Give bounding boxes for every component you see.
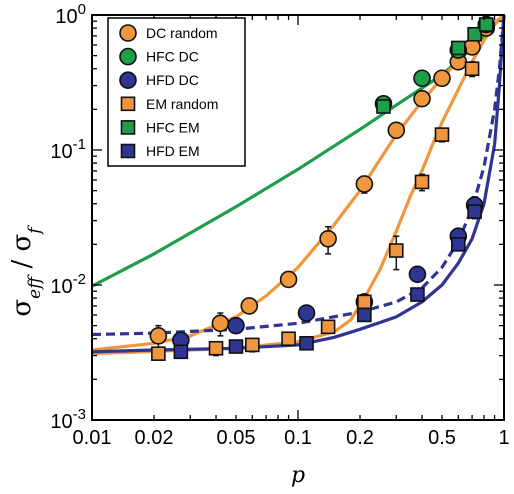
point-hfd-em: [450, 237, 466, 252]
x-tick-label: 0.5: [428, 427, 456, 449]
x-tick-labels: 0.01 0.02 0.05 0.1 0.2 0.5 1: [73, 427, 510, 449]
x-tick-label: 0.01: [73, 427, 112, 449]
x-tick-label: 1: [498, 427, 509, 449]
y-tick-label: 10-1: [50, 136, 86, 163]
point-hfd-em: [357, 307, 372, 323]
y-tick-labels: 100 10-1 10-2 10-3: [50, 1, 86, 433]
y-axis-label-sub-f: f: [25, 225, 45, 236]
point-hfd-em: [299, 335, 314, 351]
point-hfd-dc: [227, 316, 245, 335]
point-hfd-em: [410, 287, 425, 302]
legend-label-hfc-em: HFC EM: [146, 119, 200, 135]
legend-marker-hfc-em: [120, 120, 136, 135]
legend-label-hfd-dc: HFD DC: [146, 72, 199, 88]
legend: DC random HFC DC HFD DC EM random HFC EM HFD …: [107, 17, 246, 167]
point-em-random: [434, 127, 450, 142]
point-hfc-em: [467, 26, 482, 42]
y-axis-label-sub-eff: eff: [25, 274, 45, 299]
legend-label-dc-random: DC random: [146, 25, 218, 41]
x-tick-label: 0.02: [135, 427, 174, 449]
point-em-random: [151, 346, 166, 361]
data-points: [149, 15, 496, 361]
point-dc-random: [211, 314, 230, 333]
point-hfd-em: [173, 344, 189, 360]
y-tick-label: 10-2: [50, 271, 86, 298]
x-tick-label: 0.1: [284, 427, 312, 449]
x-tick-label: 0.2: [346, 427, 374, 449]
point-hfd-dc: [408, 265, 427, 284]
x-axis-label: p: [291, 463, 305, 488]
point-hfc-em: [450, 40, 466, 56]
point-hfc-em: [376, 99, 391, 114]
legend-marker-em-random: [120, 96, 136, 112]
legend-marker-hfc-dc: [119, 47, 137, 66]
legend-marker-dc-random: [119, 24, 137, 42]
legend-label-hfd-em: HFD EM: [146, 143, 200, 159]
legend-box: [107, 17, 246, 167]
point-dc-random: [319, 229, 337, 248]
point-em-random: [388, 243, 404, 258]
y-axis-label-sigma1: σ: [7, 299, 37, 317]
point-dc-random: [355, 175, 374, 193]
y-tick-label: 10-3: [50, 406, 86, 433]
point-em-random: [357, 294, 372, 310]
point-em-random: [320, 319, 336, 335]
point-dc-random: [387, 121, 406, 140]
point-hfd-dc: [297, 304, 316, 322]
point-em-random: [244, 337, 260, 353]
point-dc-random: [279, 270, 298, 289]
point-em-random: [414, 174, 430, 190]
point-hfd-em: [228, 339, 244, 354]
legend-marker-hfd-dc: [119, 71, 137, 89]
point-hfd-em: [467, 204, 482, 219]
point-em-random: [281, 331, 296, 347]
point-dc-random: [149, 327, 168, 345]
point-dc-random: [413, 89, 431, 108]
y-axis-label: σeff / σf: [7, 225, 45, 317]
point-hfc-dc: [413, 69, 431, 88]
point-em-random: [464, 61, 480, 77]
y-axis-label-group: σeff / σf: [7, 225, 45, 317]
y-tick-label: 100: [55, 1, 86, 28]
point-hfc-em: [478, 17, 494, 32]
point-em-random: [208, 340, 224, 356]
legend-marker-hfd-em: [120, 143, 136, 159]
point-dc-random: [433, 69, 451, 88]
y-axis-label-slash: /: [7, 251, 37, 276]
y-axis-label-sigma2: σ: [7, 234, 37, 252]
point-dc-random: [240, 297, 259, 315]
fit-curve-4: [91, 14, 506, 337]
legend-label-hfc-dc: HFC DC: [146, 49, 199, 65]
legend-label-em-random: EM random: [146, 96, 218, 112]
x-tick-label: 0.05: [217, 427, 256, 449]
